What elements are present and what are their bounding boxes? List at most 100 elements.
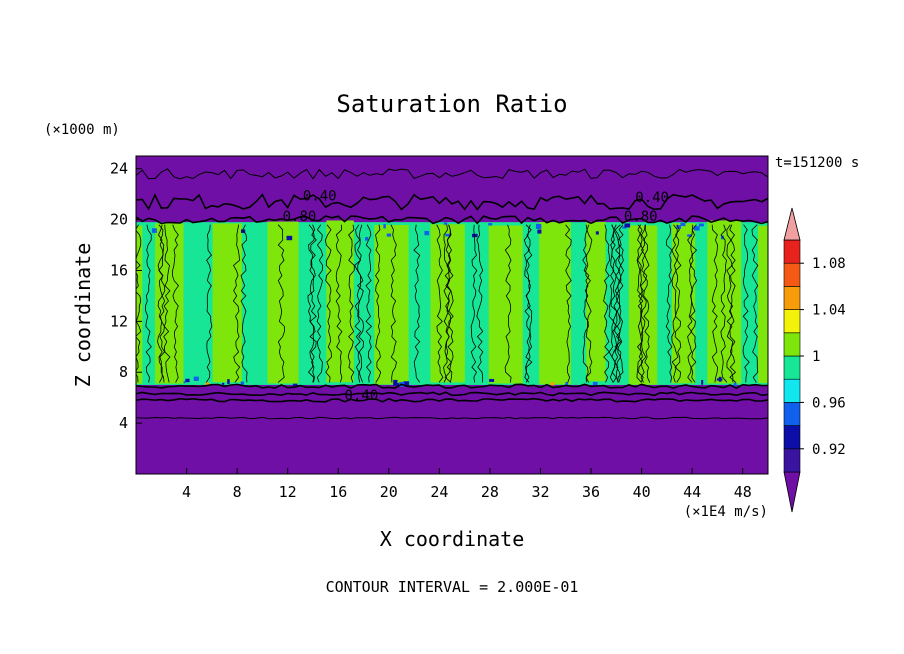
contour-line (603, 224, 610, 383)
colorbar-tick-label: 0.96 (812, 395, 846, 411)
contour-line (357, 224, 364, 383)
cloud-edge-speck (698, 223, 704, 227)
contour-line (751, 224, 759, 383)
cloud-edge-speck (693, 226, 700, 231)
contour-line (470, 224, 478, 383)
contour-line (711, 224, 719, 383)
colorbar-over-triangle (783, 207, 801, 241)
plot-area (136, 156, 768, 474)
x-tick-label: 44 (683, 483, 701, 501)
y-tick-label: 20 (110, 211, 128, 229)
colorbar-swatch (783, 425, 801, 450)
contour-line (136, 383, 768, 389)
cloud-band (488, 225, 523, 384)
contour-label: 0.40 (345, 388, 379, 404)
x-unit-label: (×1E4 m/s) (684, 504, 768, 520)
cloud-edge-speck (393, 379, 398, 385)
y-tick-label: 8 (119, 363, 128, 381)
cloud-edge-speck (424, 230, 430, 236)
contour-interval-footer: CONTOUR INTERVAL = 2.000E-01 (326, 578, 579, 596)
contour-line (375, 224, 382, 383)
contour-line (390, 224, 397, 383)
cloud-edge-speck (292, 383, 298, 387)
contour-line (613, 224, 621, 383)
contour-line (671, 224, 679, 383)
contour-lines (136, 168, 768, 420)
cloud-edge-speck (403, 381, 410, 387)
x-tick-label: 36 (582, 483, 600, 501)
contour-line (354, 224, 362, 383)
contour-line (476, 224, 484, 383)
cloud-edge-speck (286, 235, 293, 241)
cloud-edge-speck (489, 378, 495, 382)
contour-line (726, 224, 734, 383)
contour-line (240, 224, 248, 383)
x-tick-label: 24 (430, 483, 448, 501)
supersat-speck (550, 382, 555, 386)
contour-line (436, 224, 444, 383)
chart-title: Saturation Ratio (336, 90, 567, 118)
contour-line (158, 224, 166, 383)
x-tick-label: 28 (481, 483, 499, 501)
x-tick-label: 40 (633, 483, 651, 501)
cloud-edge-speck (535, 223, 542, 229)
contour-line (144, 224, 152, 383)
contour-line (640, 224, 648, 383)
contour-line (347, 224, 355, 383)
cloud-edge-speck (624, 223, 631, 228)
colorbar-swatch (783, 355, 801, 380)
cloud-edge-speck (227, 379, 230, 384)
contour-line (136, 391, 768, 397)
cloud-edge-speck (151, 228, 157, 233)
cloud-edge-speck (537, 229, 542, 234)
contour-line (413, 224, 421, 383)
contour-line (307, 224, 315, 383)
cloud-edge-speck (386, 233, 392, 237)
contour-line (316, 224, 324, 383)
colorbar-swatch (783, 448, 801, 473)
contour-line (674, 224, 682, 383)
cloud-edge-speck (595, 231, 599, 235)
contour-line (689, 224, 698, 383)
cloud-edge-speck (716, 378, 723, 381)
contour-line (157, 224, 164, 383)
y-tick-label: 12 (110, 312, 128, 330)
colorbar: 0.92 0.96 1 1.04 1.08 (783, 207, 846, 513)
cloud-band (586, 221, 606, 382)
contour-line (617, 224, 624, 383)
x-tick-label: 16 (329, 483, 347, 501)
cloud-edge-speck (676, 225, 681, 229)
colorbar-tick-label: 1.04 (812, 303, 846, 319)
contour-line (504, 224, 512, 383)
contour-line (444, 224, 452, 383)
plot-frame (135, 155, 769, 475)
x-tick-label: 20 (380, 483, 398, 501)
colorbar-swatch (783, 286, 801, 310)
cloud-edge-speck (221, 382, 225, 385)
contour-line (309, 224, 317, 383)
cloud-edge-speck (701, 379, 704, 385)
colorbar-tick-label: 0.92 (812, 442, 846, 458)
contour-line (136, 168, 768, 180)
cloud-edge-speck (488, 222, 493, 226)
cloud-band (539, 222, 571, 385)
cloud-edge-speck (680, 222, 686, 227)
contour-line (610, 224, 618, 383)
contour-line (136, 215, 768, 225)
colorbar-swatch (783, 262, 801, 287)
cloud-edge-speck (472, 233, 478, 238)
cloud-edge-speck (193, 376, 199, 381)
cloud-edge-speck (733, 382, 737, 387)
cloud-edge-speck (393, 383, 400, 386)
x-tick-label: 48 (734, 483, 752, 501)
y-unit-label: (×1000 m) (44, 122, 120, 138)
cloud-edge-speck (443, 222, 448, 225)
colorbar-swatch (783, 239, 801, 264)
contour-labels: 0.40 0.80 0.80 0.40 0.40 (283, 189, 669, 405)
colorbar-under-triangle (783, 471, 801, 513)
contour-line (720, 224, 728, 383)
colorbar-tick-label: 1 (812, 349, 820, 365)
cloud-band (758, 225, 768, 383)
cloud-edge-speck (445, 233, 451, 237)
